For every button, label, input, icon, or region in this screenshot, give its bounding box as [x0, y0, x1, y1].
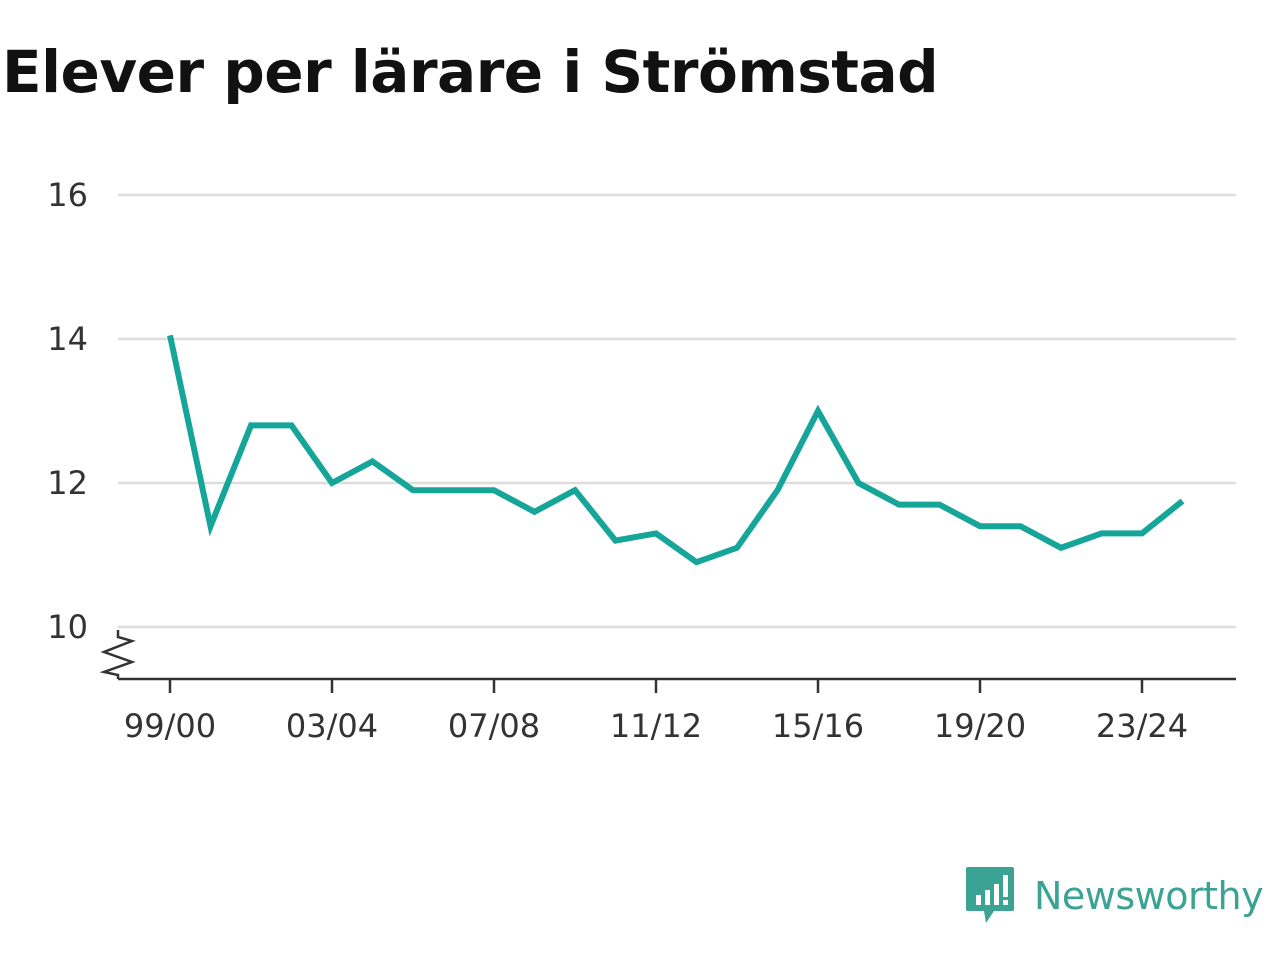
gridlines [118, 193, 1236, 629]
series-layer [167, 334, 1185, 566]
x-tick-label: 19/20 [934, 707, 1026, 745]
x-tick-label: 15/16 [772, 707, 864, 745]
series-line [167, 334, 1185, 566]
newsworthy-logo-icon [966, 867, 1014, 923]
y-tick-label: 10 [47, 608, 88, 646]
chart-title: Elever per lärare i Strömstad [2, 38, 939, 106]
brand: Newsworthy [964, 864, 1264, 928]
y-tick-label: 12 [47, 464, 88, 502]
y-tick-label: 16 [47, 176, 88, 214]
y-axis-ticks: 10 12 14 16 [47, 176, 88, 646]
y-tick-label: 14 [47, 320, 88, 358]
x-tick-label: 99/00 [124, 707, 216, 745]
x-tick-label: 23/24 [1096, 707, 1188, 745]
x-axis [99, 630, 1236, 681]
x-tick-label: 03/04 [286, 707, 378, 745]
x-axis-ticks: 99/00 03/04 07/08 11/12 15/16 19/20 23/24 [124, 679, 1188, 745]
x-tick-label: 11/12 [610, 707, 702, 745]
brand-name: Newsworthy [1034, 874, 1264, 918]
x-tick-label: 07/08 [448, 707, 540, 745]
y-axis-break [99, 630, 136, 679]
